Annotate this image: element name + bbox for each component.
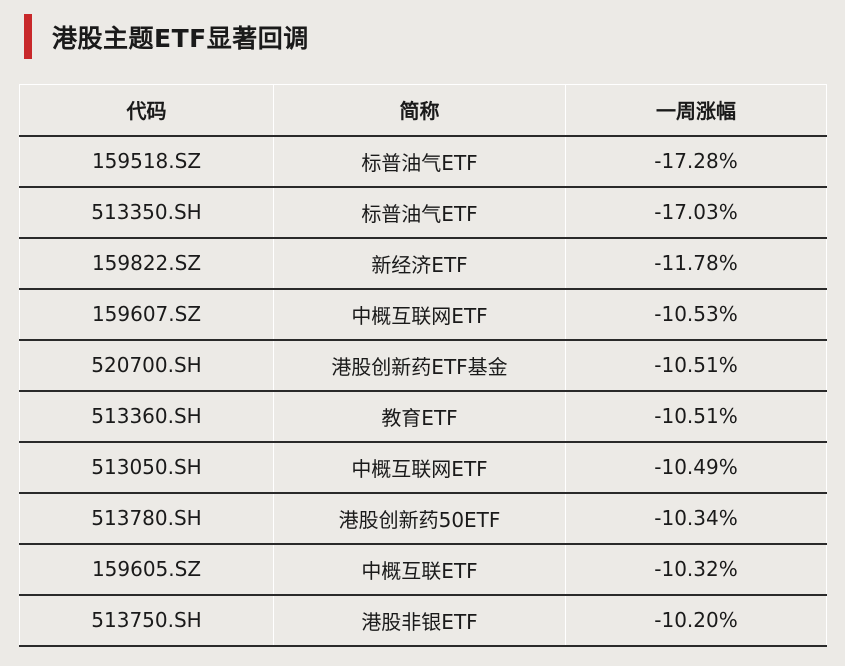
cell-change: -10.51% xyxy=(565,339,827,392)
cell-name: 标普油气ETF xyxy=(273,186,566,239)
table-row: 520700.SH 港股创新药ETF基金 -10.51% xyxy=(19,339,827,392)
title-accent-bar xyxy=(24,14,32,59)
header-name: 简称 xyxy=(273,84,566,137)
table-row: 159607.SZ 中概互联网ETF -10.53% xyxy=(19,288,827,341)
cell-change: -10.34% xyxy=(565,492,827,545)
cell-name: 标普油气ETF xyxy=(273,135,566,188)
table-row: 159605.SZ 中概互联ETF -10.32% xyxy=(19,543,827,596)
cell-change: -17.03% xyxy=(565,186,827,239)
table-row: 513350.SH 标普油气ETF -17.03% xyxy=(19,186,827,239)
cell-change: -11.78% xyxy=(565,237,827,290)
title-bar: 港股主题ETF显著回调 xyxy=(24,14,309,59)
table-row: 513360.SH 教育ETF -10.51% xyxy=(19,390,827,443)
cell-code: 159518.SZ xyxy=(19,135,274,188)
table-row: 159518.SZ 标普油气ETF -17.28% xyxy=(19,135,827,188)
cell-code: 159605.SZ xyxy=(19,543,274,596)
cell-change: -10.49% xyxy=(565,441,827,494)
page-title: 港股主题ETF显著回调 xyxy=(52,23,309,53)
cell-name: 中概互联ETF xyxy=(273,543,566,596)
cell-name: 中概互联网ETF xyxy=(273,441,566,494)
header-code: 代码 xyxy=(19,84,274,137)
cell-change: -10.51% xyxy=(565,390,827,443)
cell-change: -17.28% xyxy=(565,135,827,188)
header-change: 一周涨幅 xyxy=(565,84,827,137)
cell-name: 港股创新药50ETF xyxy=(273,492,566,545)
cell-code: 159822.SZ xyxy=(19,237,274,290)
cell-change: -10.53% xyxy=(565,288,827,341)
cell-code: 513360.SH xyxy=(19,390,274,443)
cell-code: 520700.SH xyxy=(19,339,274,392)
table-row: 513050.SH 中概互联网ETF -10.49% xyxy=(19,441,827,494)
table-row: 159822.SZ 新经济ETF -11.78% xyxy=(19,237,827,290)
cell-change: -10.20% xyxy=(565,594,827,647)
cell-code: 513350.SH xyxy=(19,186,274,239)
cell-name: 中概互联网ETF xyxy=(273,288,566,341)
cell-code: 513780.SH xyxy=(19,492,274,545)
cell-change: -10.32% xyxy=(565,543,827,596)
cell-code: 159607.SZ xyxy=(19,288,274,341)
table-row: 513750.SH 港股非银ETF -10.20% xyxy=(19,594,827,647)
cell-name: 港股创新药ETF基金 xyxy=(273,339,566,392)
cell-name: 新经济ETF xyxy=(273,237,566,290)
table-row: 513780.SH 港股创新药50ETF -10.34% xyxy=(19,492,827,545)
cell-code: 513750.SH xyxy=(19,594,274,647)
cell-name: 港股非银ETF xyxy=(273,594,566,647)
cell-code: 513050.SH xyxy=(19,441,274,494)
cell-name: 教育ETF xyxy=(273,390,566,443)
etf-table: 代码 简称 一周涨幅 159518.SZ 标普油气ETF -17.28% 513… xyxy=(19,84,827,647)
table-header-row: 代码 简称 一周涨幅 xyxy=(19,84,827,137)
